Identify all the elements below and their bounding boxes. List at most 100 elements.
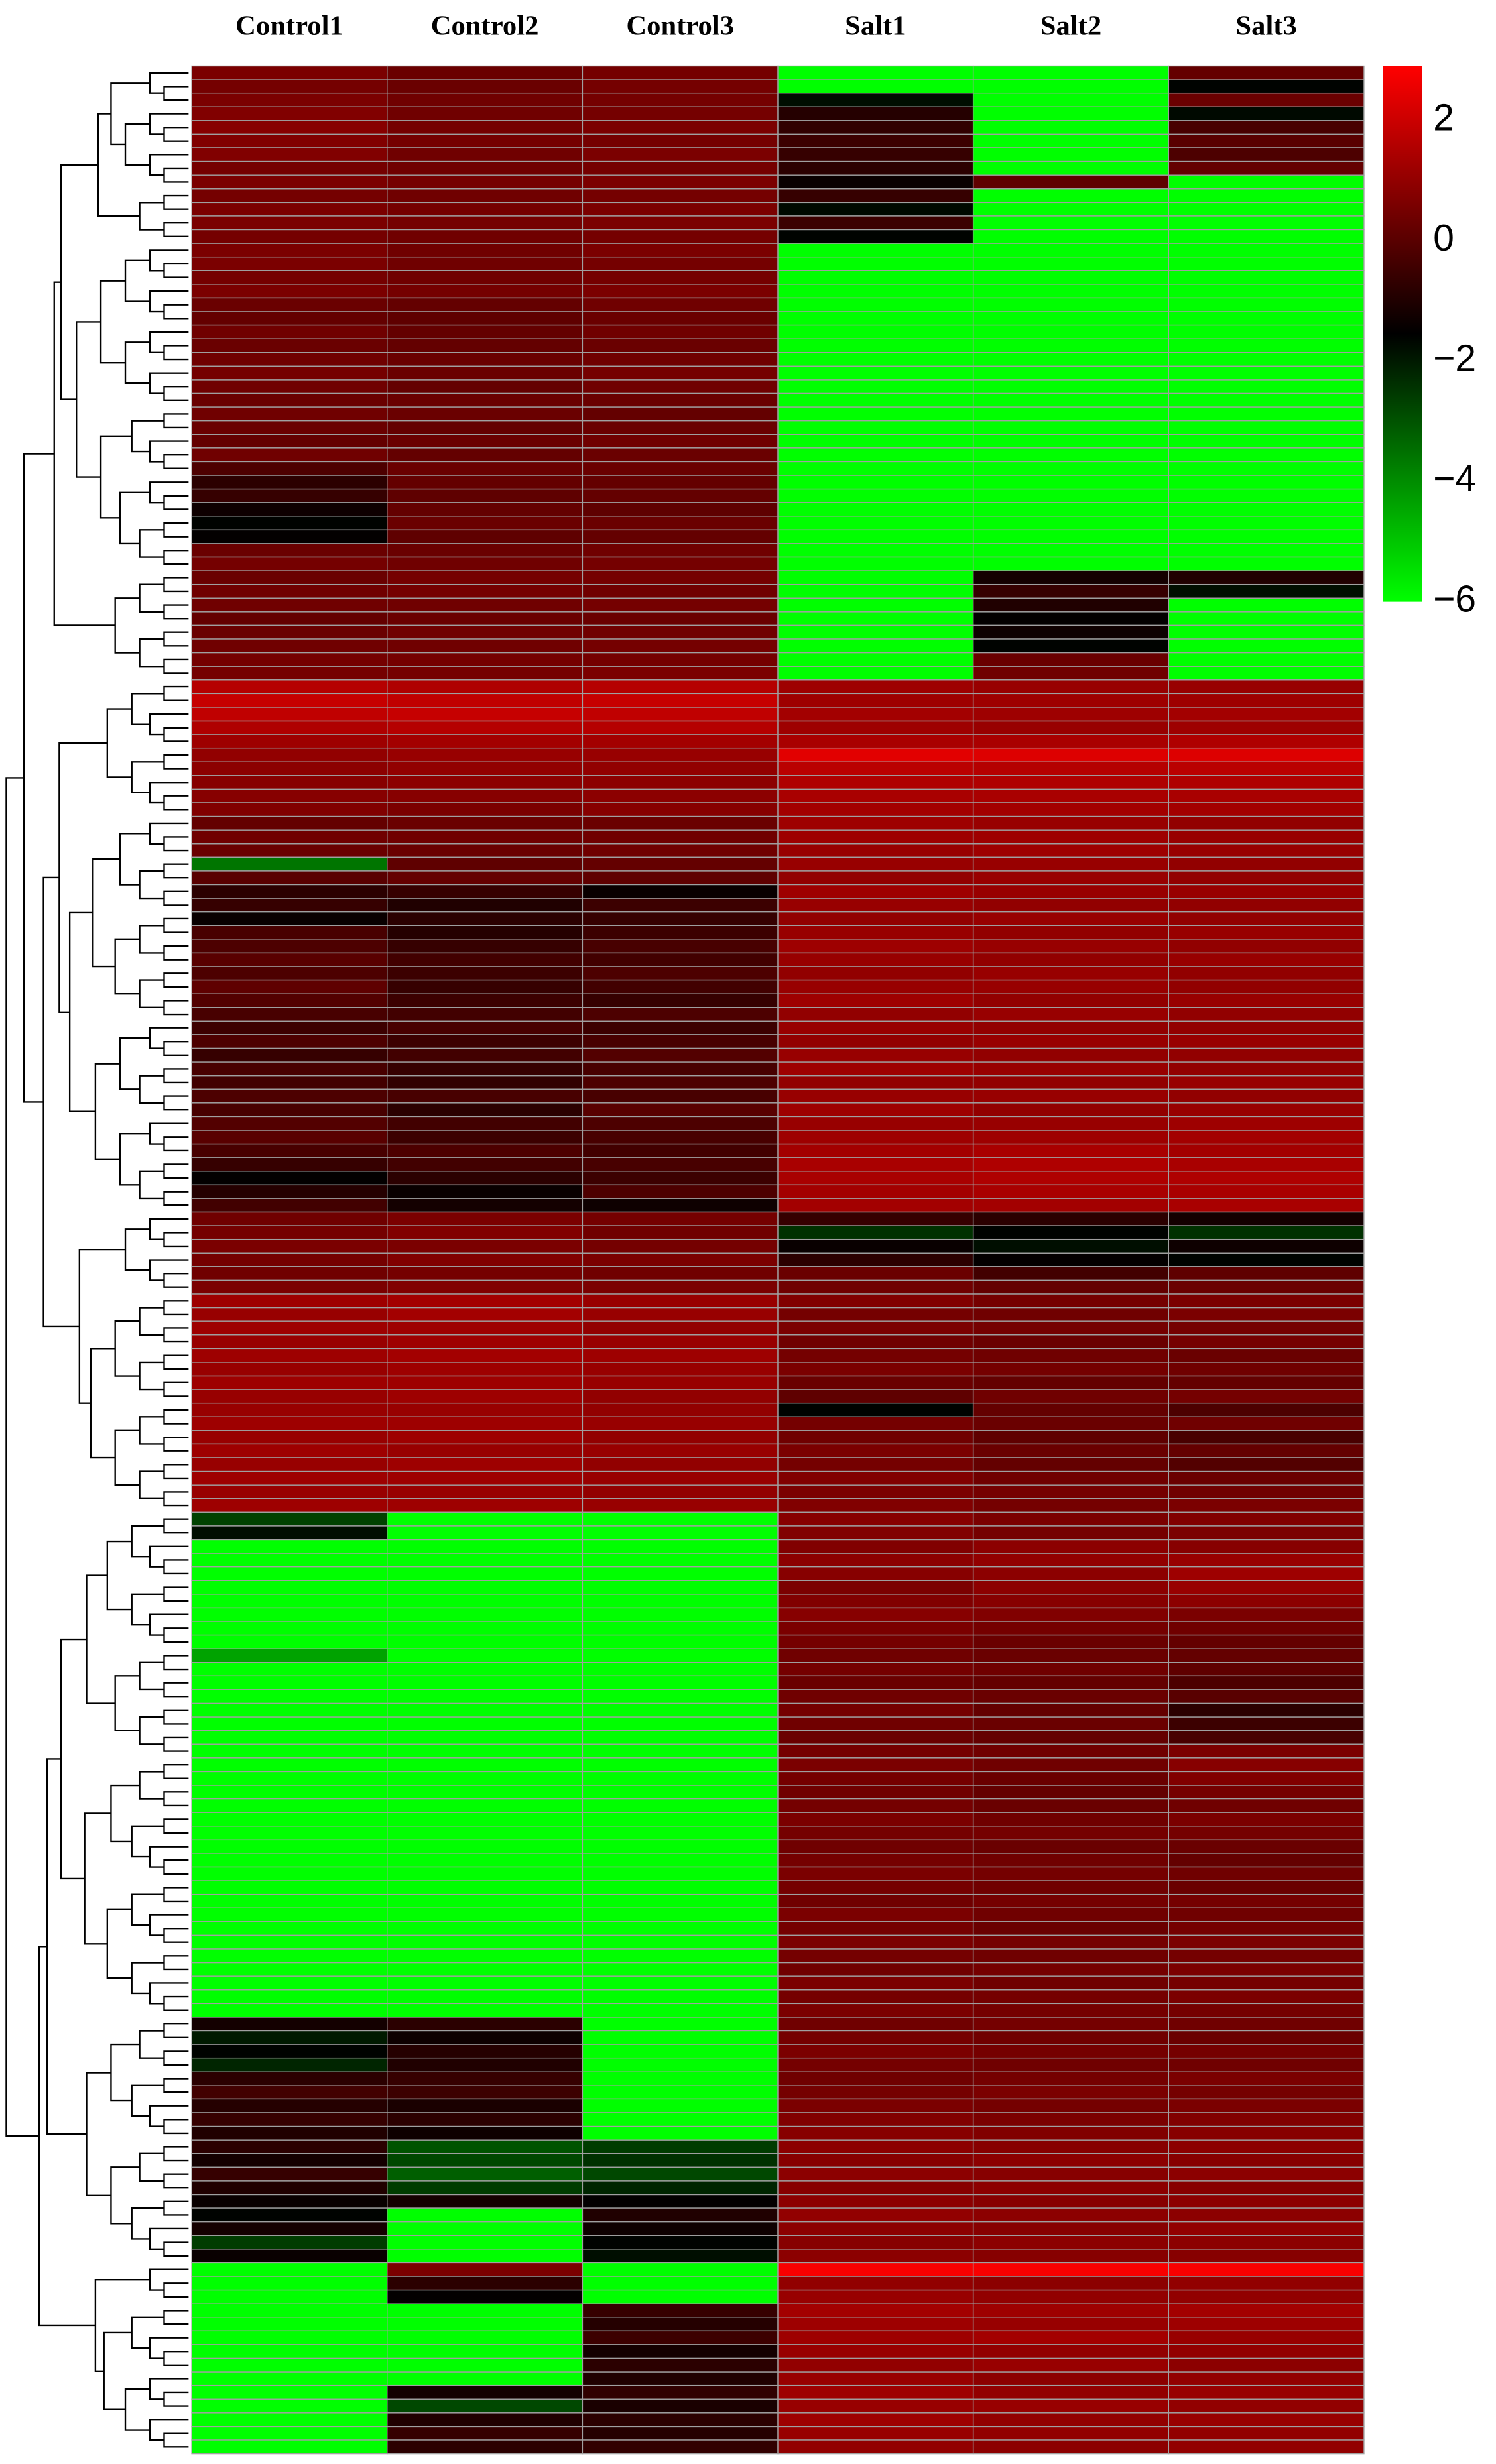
cell (777, 1893, 974, 1908)
dendrogram-branch (86, 2072, 111, 2196)
cell (777, 1662, 974, 1677)
cell (777, 1211, 974, 1226)
dendrogram-branch (110, 2166, 140, 2225)
cell (777, 720, 974, 735)
dendrogram-branch (163, 917, 189, 933)
dendrogram-branch (131, 1825, 164, 1858)
cell (191, 2439, 388, 2455)
cell (972, 65, 1170, 80)
cell (777, 475, 974, 490)
cell (387, 1785, 584, 1800)
cell (777, 761, 974, 776)
dendrogram-branch (163, 1491, 189, 1507)
cell (387, 693, 584, 708)
cell (387, 2303, 584, 2318)
cell (1168, 1812, 1365, 1827)
cell (582, 79, 779, 94)
cell (582, 2221, 779, 2236)
dendrogram-branch (131, 2316, 164, 2349)
cell (972, 160, 1170, 176)
dendrogram-branch (163, 2391, 189, 2407)
dendrogram-branch (163, 1436, 189, 1452)
dendrogram-branch (149, 2378, 189, 2400)
dendrogram-branch (78, 1248, 126, 1404)
cell (777, 679, 974, 695)
cell (191, 1266, 388, 1281)
dendrogram-branch (149, 2337, 189, 2359)
cell (1168, 1088, 1365, 1104)
cell (387, 79, 584, 94)
cell (582, 1088, 779, 1104)
cell (191, 979, 388, 994)
dendrogram-branch (149, 154, 189, 176)
cell (972, 133, 1170, 148)
cell (387, 311, 584, 326)
cell (191, 1839, 388, 1854)
cell (582, 815, 779, 831)
cell (1168, 761, 1365, 776)
colorbar-tick-label: 0 (1433, 217, 1454, 259)
cell (1168, 1607, 1365, 1622)
cell (777, 1238, 974, 1254)
cell (777, 597, 974, 613)
cell (191, 2235, 388, 2250)
cell (191, 365, 388, 381)
cell (191, 2276, 388, 2291)
cell (777, 734, 974, 749)
cell (972, 1839, 1170, 1854)
cell (582, 1798, 779, 1813)
cell (387, 160, 584, 176)
cell (777, 1171, 974, 1186)
cell (972, 2003, 1170, 2018)
cell (582, 1266, 779, 1281)
cell (387, 761, 584, 776)
cell (191, 2030, 388, 2045)
cell (387, 516, 584, 531)
cell (777, 1621, 974, 1636)
cell (972, 2384, 1170, 2400)
cell (387, 1594, 584, 1609)
cell (582, 898, 779, 913)
cell (1168, 720, 1365, 735)
dendrogram-branch (163, 890, 189, 906)
cell (972, 1771, 1170, 1786)
cell (582, 1047, 779, 1063)
cell (1168, 1702, 1365, 1718)
cell (582, 1389, 779, 1404)
cell (1168, 2098, 1365, 2113)
cell (191, 1020, 388, 1035)
cell (582, 884, 779, 899)
dendrogram-branch (110, 82, 150, 146)
cell (387, 338, 584, 353)
dendrogram-branch (163, 1955, 189, 1971)
cell (191, 2412, 388, 2428)
cell (777, 1252, 974, 1267)
cell (1168, 256, 1365, 271)
cell (777, 1962, 974, 1977)
cell (1168, 2221, 1365, 2236)
cell (777, 652, 974, 667)
cell (777, 1334, 974, 1350)
cell (777, 352, 974, 367)
cell (582, 1511, 779, 1527)
cell (582, 843, 779, 858)
cell (191, 543, 388, 558)
cell (1168, 1839, 1365, 1854)
dendrogram-branch (163, 1381, 189, 1397)
dendrogram-branch (149, 2418, 189, 2441)
cell (1168, 2017, 1365, 2032)
cell (777, 243, 974, 258)
cell (582, 693, 779, 708)
cell (582, 1157, 779, 1172)
dendrogram-branch (149, 713, 189, 736)
cell (387, 1362, 584, 1377)
cell (1168, 1320, 1365, 1336)
cell (191, 133, 388, 148)
cell (191, 1320, 388, 1336)
cell (582, 2262, 779, 2277)
cell (387, 1934, 584, 1950)
cell (582, 1416, 779, 1431)
cell (387, 1525, 584, 1541)
cell (972, 1279, 1170, 1295)
cell (582, 392, 779, 408)
